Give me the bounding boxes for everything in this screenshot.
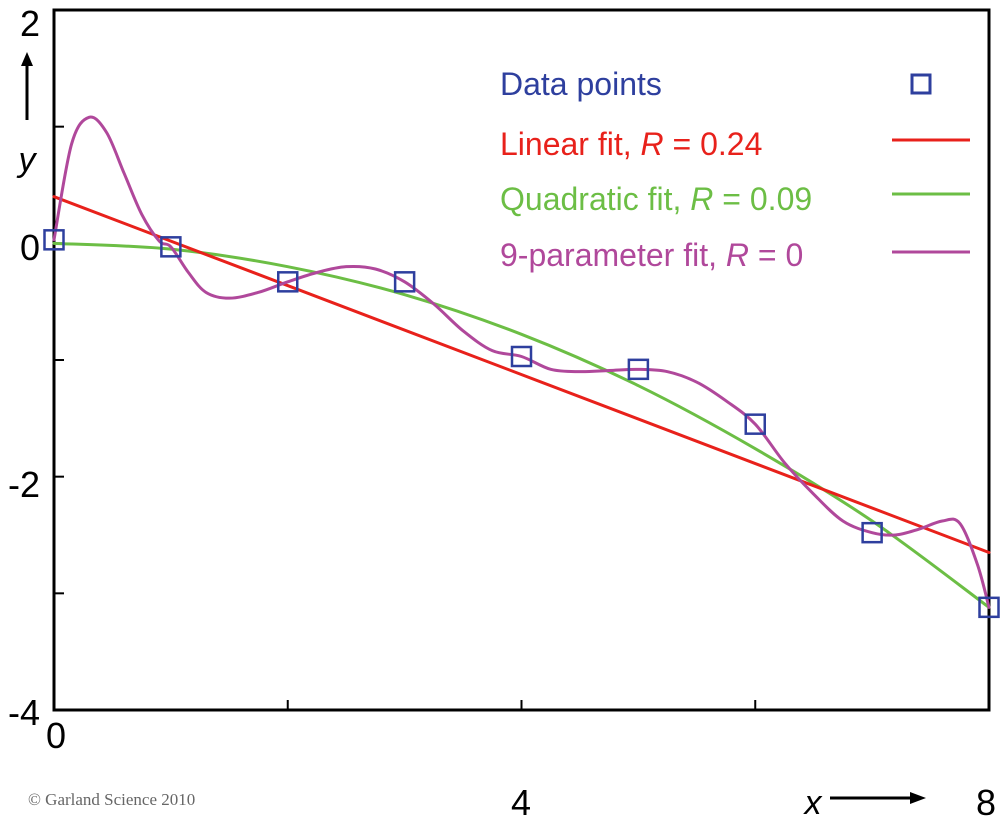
data-point-marker bbox=[43, 229, 65, 251]
copyright-notice: © Garland Science 2010 bbox=[28, 790, 196, 809]
data-point-marker bbox=[510, 345, 533, 368]
linear-fit-line bbox=[52, 195, 991, 554]
data-point-marker bbox=[277, 271, 299, 293]
data-points bbox=[43, 229, 1000, 619]
data-point-marker bbox=[627, 358, 650, 381]
plot-frame bbox=[52, 8, 991, 712]
x-tick-label-4: 4 bbox=[511, 782, 531, 823]
legend-linear-label: Linear fit, R = 0.24 bbox=[500, 126, 762, 162]
x-axis-arrow-icon bbox=[830, 792, 926, 804]
legend: Data points Linear fit, R = 0.24 Quadrat… bbox=[500, 66, 970, 273]
legend-quadratic-label: Quadratic fit, R = 0.09 bbox=[500, 181, 812, 217]
x-tick-label-8: 8 bbox=[976, 782, 996, 823]
legend-data-label: Data points bbox=[500, 66, 662, 102]
y-tick-label-minus2: -2 bbox=[8, 464, 40, 505]
data-point-marker bbox=[861, 521, 883, 544]
y-tick-label-0: 0 bbox=[20, 227, 40, 268]
data-point-marker bbox=[393, 271, 416, 293]
data-point-marker bbox=[744, 413, 766, 435]
quadratic-fit-line bbox=[52, 241, 991, 609]
data-point-marker bbox=[978, 596, 1000, 619]
x-tick-label-0: 0 bbox=[46, 715, 66, 756]
data-point-marker bbox=[160, 236, 182, 258]
legend-ninep-label: 9-parameter fit, R = 0 bbox=[500, 237, 803, 273]
y-tick-label-2: 2 bbox=[20, 3, 40, 44]
y-axis-label: y bbox=[17, 141, 38, 179]
y-tick-label-minus4: -4 bbox=[8, 692, 40, 733]
y-axis-arrow-icon bbox=[21, 52, 33, 120]
x-axis-label: x bbox=[803, 784, 823, 822]
legend-square-marker-icon bbox=[910, 73, 932, 95]
